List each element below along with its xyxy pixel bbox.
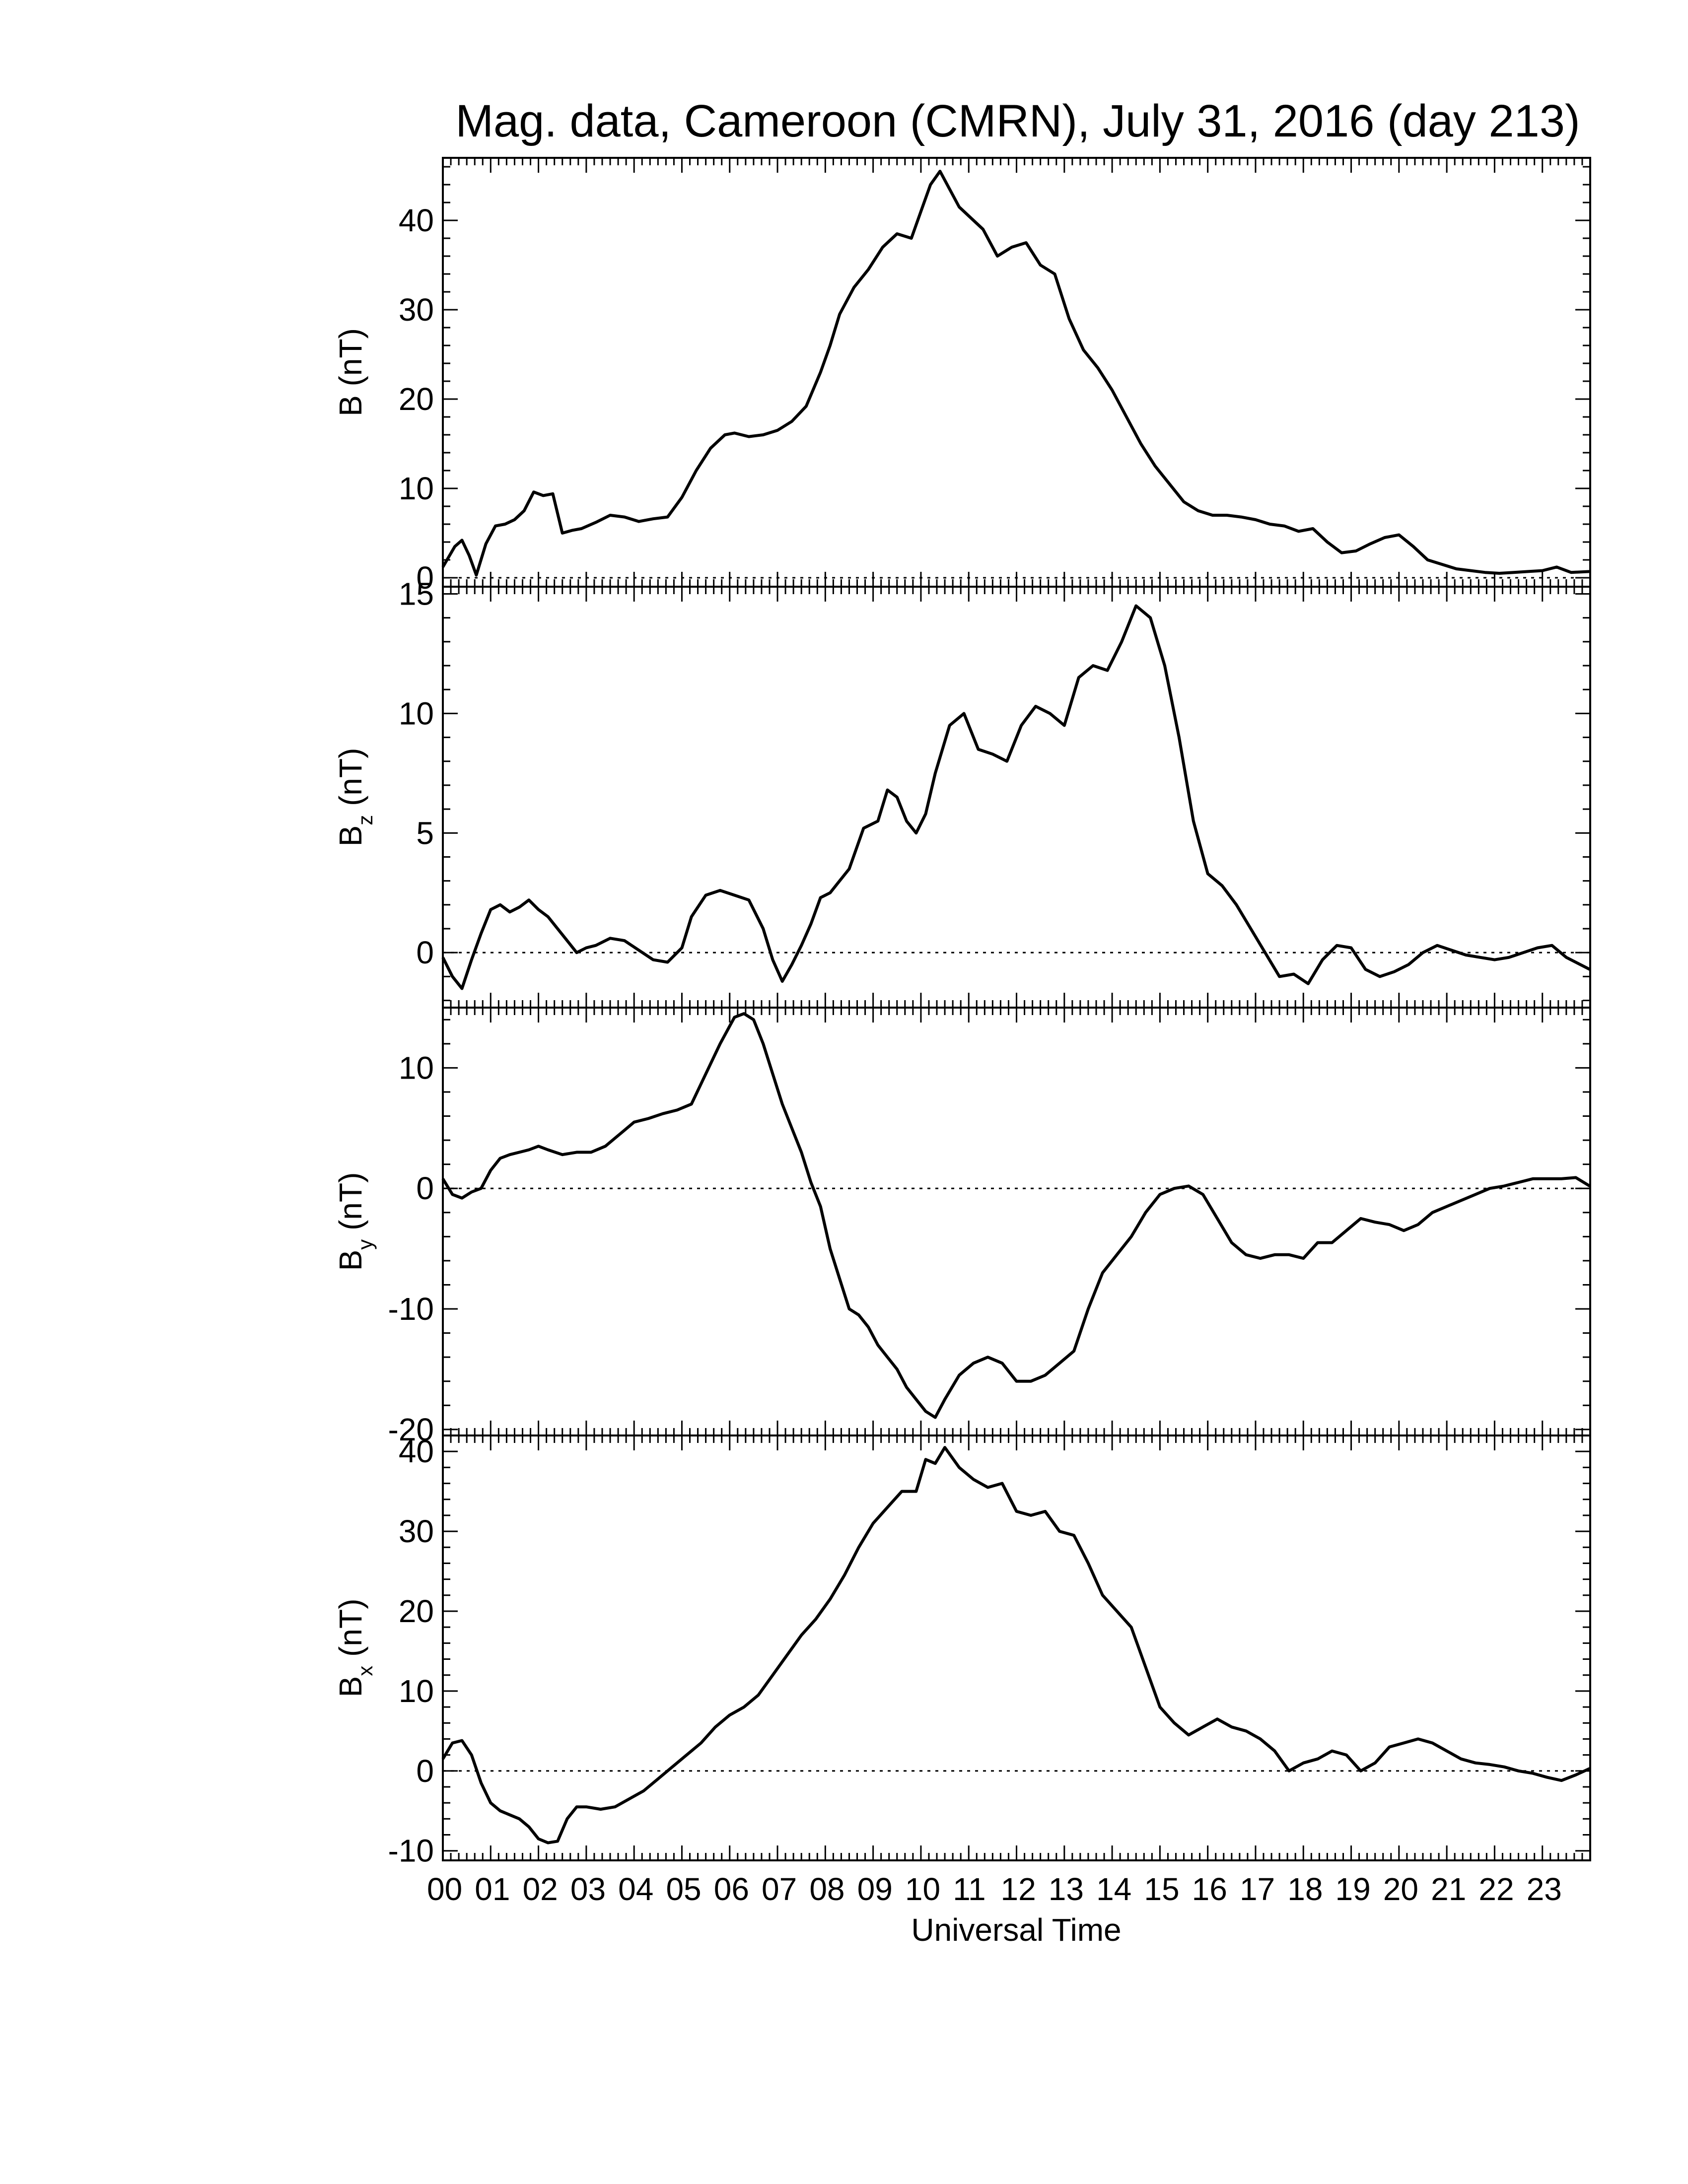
x-tick-label: 01 <box>475 1871 510 1907</box>
y-tick-label: 15 <box>399 576 434 612</box>
y-tick-label: 20 <box>399 1593 434 1629</box>
x-tick-label: 07 <box>762 1871 797 1907</box>
y-axis-label: Bx (nT) <box>333 1599 377 1698</box>
y-tick-label: 30 <box>399 292 434 328</box>
y-tick-label: -10 <box>388 1833 434 1869</box>
y-tick-label: 20 <box>399 381 434 417</box>
x-tick-label: 11 <box>953 1871 985 1907</box>
panel-frame <box>442 586 1591 1009</box>
x-tick-label: 16 <box>1192 1871 1227 1907</box>
x-tick-label: 19 <box>1336 1871 1371 1907</box>
x-tick-label: 17 <box>1240 1871 1275 1907</box>
series-line-bx <box>441 1446 1591 1844</box>
y-tick-label: 40 <box>399 1433 434 1469</box>
series-line-by <box>441 1012 1591 1419</box>
x-tick-label: 08 <box>809 1871 844 1907</box>
y-tick-label: 10 <box>399 695 434 731</box>
chart-title: Mag. data, Cameroon (CMRN), July 31, 201… <box>455 96 1580 146</box>
x-tick-label: 02 <box>523 1871 558 1907</box>
y-tick-label: -20 <box>388 1412 434 1447</box>
x-tick-label: 20 <box>1383 1871 1418 1907</box>
series-line-b <box>441 170 1590 577</box>
x-tick-label: 14 <box>1096 1871 1131 1907</box>
y-tick-label: 10 <box>399 471 434 506</box>
x-tick-label: 15 <box>1144 1871 1179 1907</box>
panel-bx: -10 0 10 20 30 40 Bx (nT) <box>333 1433 1591 1869</box>
y-tick-label: 0 <box>416 1753 434 1789</box>
y-tick-label: 5 <box>416 815 434 851</box>
y-tick-label: 40 <box>399 203 434 238</box>
x-tick-label: 04 <box>618 1871 653 1907</box>
y-axis-label: B (nT) <box>333 328 368 416</box>
panel-frame <box>442 157 1591 588</box>
y-axis-label: By (nT) <box>333 1172 377 1271</box>
y-tick-label: 0 <box>416 935 434 970</box>
series-line-bz <box>441 604 1591 990</box>
panel-frame <box>442 1434 1591 1861</box>
panel-bz: 0 5 10 15 Bz (nT) <box>333 576 1591 1009</box>
x-tick-label: 10 <box>905 1871 940 1907</box>
x-tick-label: 12 <box>1001 1871 1036 1907</box>
panel-b: 0 10 20 30 40 B (nT) <box>333 157 1591 596</box>
x-tick-label: 09 <box>857 1871 893 1907</box>
x-axis-label: Universal Time <box>911 1912 1121 1948</box>
x-tick-label: 13 <box>1049 1871 1084 1907</box>
x-tick-label: 23 <box>1527 1871 1562 1907</box>
x-tick-label: 18 <box>1287 1871 1323 1907</box>
y-tick-label: 10 <box>399 1050 434 1086</box>
x-tick-label: 21 <box>1431 1871 1466 1907</box>
x-tick-label: 03 <box>570 1871 606 1907</box>
y-tick-label: 10 <box>399 1673 434 1709</box>
y-tick-label: 0 <box>416 1170 434 1206</box>
y-axis-label: Bz (nT) <box>333 748 377 847</box>
panel-frame <box>442 1007 1591 1436</box>
panel-by: -20 -10 0 10 By (nT) <box>333 1007 1591 1447</box>
x-tick-label: 22 <box>1478 1871 1514 1907</box>
x-tick-label: 06 <box>714 1871 749 1907</box>
x-tick-label: 00 <box>427 1871 462 1907</box>
y-tick-label: 0 <box>416 560 434 596</box>
y-tick-label: -10 <box>388 1291 434 1327</box>
x-tick-label: 05 <box>666 1871 701 1907</box>
y-tick-label: 30 <box>399 1513 434 1549</box>
